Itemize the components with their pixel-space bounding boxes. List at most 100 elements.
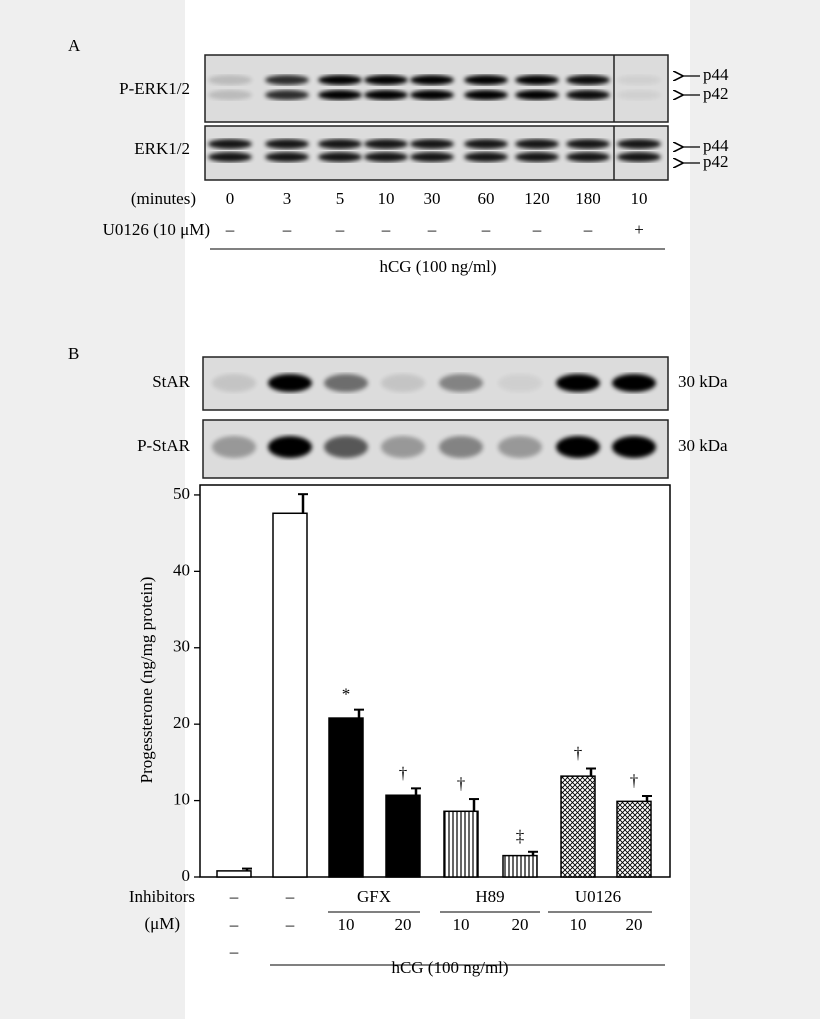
- plot-frame: [199, 484, 671, 878]
- minutes-label: 120: [524, 189, 550, 208]
- band: [612, 374, 656, 392]
- band: [212, 374, 256, 392]
- band: [324, 374, 368, 392]
- band: [268, 436, 312, 458]
- band: [364, 75, 408, 85]
- band: [265, 90, 309, 100]
- band: [439, 374, 483, 392]
- band-label: p44: [703, 65, 729, 84]
- blot-label: StAR: [152, 372, 190, 391]
- band: [566, 152, 610, 162]
- bar: [272, 512, 308, 878]
- band: [566, 139, 610, 149]
- inhibitor-label: U0126: [575, 887, 621, 906]
- band: [617, 90, 661, 100]
- band: [566, 90, 610, 100]
- minutes-label: 180: [575, 189, 601, 208]
- row-label: U0126 (10 μM): [103, 220, 210, 239]
- band: [318, 139, 362, 149]
- band: [566, 75, 610, 85]
- blot: [204, 54, 669, 123]
- bar: [385, 794, 421, 878]
- band: [410, 139, 454, 149]
- inhibitor-sign: –: [481, 220, 491, 239]
- band: [318, 90, 362, 100]
- band: [364, 90, 408, 100]
- blot-label: ERK1/2: [134, 139, 190, 158]
- x-tick-label: –: [285, 915, 295, 934]
- panel-label: A: [68, 36, 81, 55]
- significance-marker: †: [457, 774, 466, 793]
- x-tick-label: 20: [626, 915, 643, 934]
- minutes-label: 30: [424, 189, 441, 208]
- inhibitor-sign: –: [381, 220, 391, 239]
- treatment-label: hCG (100 ng/ml): [391, 958, 508, 977]
- band: [208, 75, 252, 85]
- inhibitor-sign: –: [532, 220, 542, 239]
- minutes-label: 10: [378, 189, 395, 208]
- x-tick-label: 20: [395, 915, 412, 934]
- inhibitor-label: –: [229, 887, 239, 906]
- band: [617, 152, 661, 162]
- inhibitor-sign: –: [335, 220, 345, 239]
- band: [498, 374, 542, 392]
- band: [410, 90, 454, 100]
- inhibitor-sign: –: [427, 220, 437, 239]
- inhibitor-sign: –: [225, 220, 235, 239]
- band: [410, 75, 454, 85]
- significance-marker: ‡: [516, 827, 525, 846]
- band: [464, 90, 508, 100]
- band: [265, 152, 309, 162]
- significance-marker: †: [574, 743, 583, 762]
- band: [556, 374, 600, 392]
- band-label: p44: [703, 136, 729, 155]
- band: [212, 436, 256, 458]
- minutes-label: 3: [283, 189, 292, 208]
- bar: [502, 854, 538, 878]
- band: [515, 75, 559, 85]
- x-tick-label: 10: [338, 915, 355, 934]
- minutes-label: 0: [226, 189, 235, 208]
- treatment-label: hCG (100 ng/ml): [379, 257, 496, 276]
- band: [617, 139, 661, 149]
- band: [439, 436, 483, 458]
- significance-marker: *: [342, 685, 351, 704]
- band: [318, 152, 362, 162]
- panel-label: B: [68, 344, 79, 363]
- band: [515, 139, 559, 149]
- significance-marker: †: [399, 763, 408, 782]
- band: [617, 75, 661, 85]
- inhibitor-sign: +: [634, 220, 644, 239]
- y-tick-label: 20: [173, 713, 190, 732]
- band: [464, 75, 508, 85]
- minutes-label: 60: [478, 189, 495, 208]
- y-tick-label: 50: [173, 484, 190, 503]
- band: [318, 75, 362, 85]
- bar: [560, 775, 596, 878]
- band: [612, 436, 656, 458]
- x-tick-label: –: [229, 915, 239, 934]
- band: [265, 139, 309, 149]
- band: [556, 436, 600, 458]
- y-tick-label: 40: [173, 560, 190, 579]
- band: [515, 152, 559, 162]
- bar: [328, 717, 364, 878]
- bar: [443, 810, 479, 878]
- band: [381, 374, 425, 392]
- inhibitor-sign: –: [282, 220, 292, 239]
- inhibitor-label: –: [285, 887, 295, 906]
- blot-label: P-ERK1/2: [119, 79, 190, 98]
- y-axis-label: Progessterone (ng/mg protein): [137, 577, 156, 784]
- row-label: (μM): [144, 914, 180, 933]
- band: [364, 152, 408, 162]
- x-tick-label: 10: [570, 915, 587, 934]
- band: [265, 75, 309, 85]
- minutes-label: 10: [631, 189, 648, 208]
- row-label: (minutes): [131, 189, 196, 208]
- band: [208, 152, 252, 162]
- inhibitor-label: GFX: [357, 887, 391, 906]
- y-tick-label: 30: [173, 637, 190, 656]
- control-label: –: [229, 942, 239, 961]
- y-tick-label: 0: [182, 866, 191, 885]
